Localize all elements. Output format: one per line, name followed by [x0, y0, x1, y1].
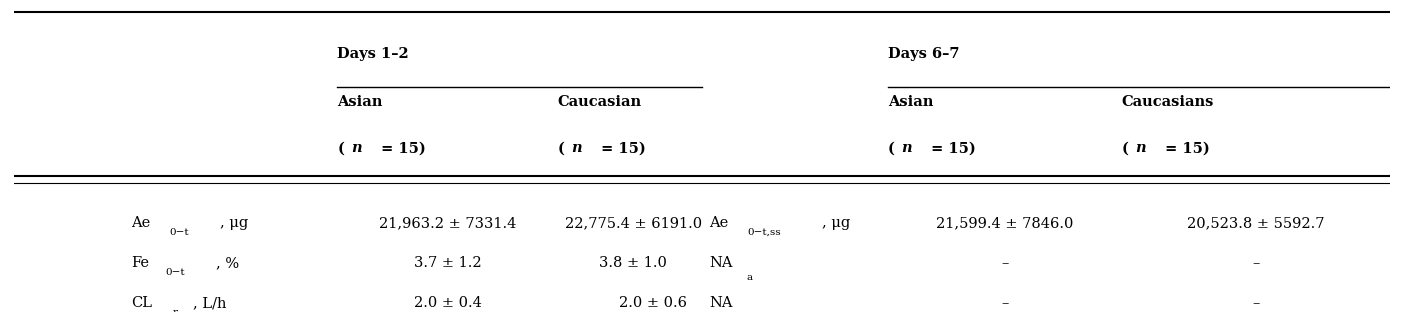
Text: –: –	[1001, 296, 1008, 310]
Text: , μg: , μg	[220, 216, 249, 230]
Text: –: –	[1001, 256, 1008, 270]
Text: , μg: , μg	[821, 216, 849, 230]
Text: NA: NA	[709, 296, 733, 310]
Text: 21,963.2 ± 7331.4: 21,963.2 ± 7331.4	[379, 216, 517, 230]
Text: (: (	[1122, 141, 1129, 155]
Text: 3.7 ± 1.2: 3.7 ± 1.2	[414, 256, 482, 270]
Text: 21,599.4 ± 7846.0: 21,599.4 ± 7846.0	[936, 216, 1074, 230]
Text: CL: CL	[131, 296, 152, 310]
Text: Ae: Ae	[709, 216, 729, 230]
Text: r: r	[173, 308, 177, 312]
Text: = 15): = 15)	[597, 141, 646, 155]
Text: Ae: Ae	[131, 216, 150, 230]
Text: Asian: Asian	[887, 95, 934, 110]
Text: Asian: Asian	[337, 95, 383, 110]
Text: 20,523.8 ± 5592.7: 20,523.8 ± 5592.7	[1186, 216, 1324, 230]
Text: Days 6–7: Days 6–7	[887, 47, 959, 61]
Text: 22,775.4 ± 6191.0: 22,775.4 ± 6191.0	[564, 216, 702, 230]
Text: (: (	[337, 141, 344, 155]
Text: Caucasian: Caucasian	[557, 95, 642, 110]
Text: 0−t: 0−t	[170, 227, 190, 236]
Text: NA: NA	[709, 256, 733, 270]
Text: n: n	[1136, 141, 1146, 155]
Text: –: –	[1252, 296, 1259, 310]
Text: 2.0 ± 0.4: 2.0 ± 0.4	[414, 296, 482, 310]
Text: , %: , %	[216, 256, 240, 270]
Text: 3.8 ± 1.0: 3.8 ± 1.0	[600, 256, 667, 270]
Text: = 15): = 15)	[376, 141, 425, 155]
Text: n: n	[351, 141, 362, 155]
Text: n: n	[901, 141, 913, 155]
Text: n: n	[571, 141, 581, 155]
Text: (: (	[887, 141, 894, 155]
Text: –: –	[1252, 256, 1259, 270]
Text: = 15): = 15)	[927, 141, 976, 155]
Text: (: (	[557, 141, 564, 155]
Text: Days 1–2: Days 1–2	[337, 47, 409, 61]
Text: 0−t: 0−t	[166, 268, 185, 277]
Text: 0−t,ss: 0−t,ss	[747, 227, 781, 236]
Text: = 15): = 15)	[1160, 141, 1210, 155]
Text: 2.0 ± 0.6: 2.0 ± 0.6	[619, 296, 688, 310]
Text: Fe: Fe	[131, 256, 149, 270]
Text: Caucasians: Caucasians	[1122, 95, 1214, 110]
Text: , L/h: , L/h	[192, 296, 226, 310]
Text: a: a	[746, 273, 753, 282]
